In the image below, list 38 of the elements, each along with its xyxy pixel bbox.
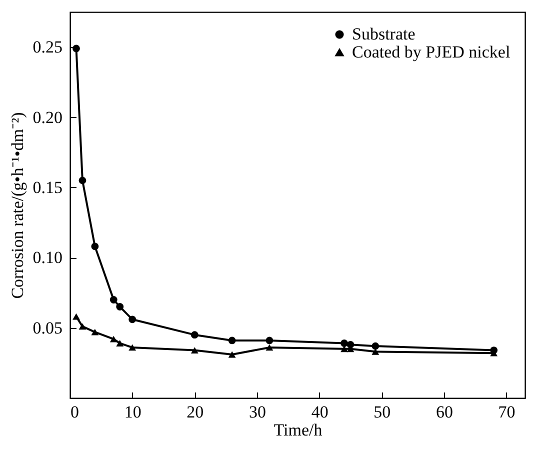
legend-label: Coated by PJED nickel bbox=[352, 42, 510, 62]
y-tick-label: 0.25 bbox=[32, 38, 62, 57]
point bbox=[91, 328, 99, 336]
point bbox=[340, 346, 348, 352]
point bbox=[128, 344, 136, 351]
y-axis-title: Corrosion rate/(g•h⁻¹•dm⁻²) bbox=[8, 112, 27, 299]
point bbox=[266, 344, 274, 351]
point bbox=[228, 336, 236, 344]
point bbox=[228, 351, 236, 358]
point bbox=[190, 331, 198, 339]
point bbox=[72, 313, 80, 320]
point bbox=[110, 336, 118, 342]
x-tick-label: 20 bbox=[186, 402, 204, 422]
point bbox=[116, 303, 124, 310]
point bbox=[190, 347, 198, 354]
x-tick-label: 60 bbox=[436, 402, 453, 422]
point bbox=[72, 44, 80, 52]
x-tick-label: 50 bbox=[374, 402, 391, 422]
x-tick-label: 0 bbox=[70, 402, 79, 422]
x-tick-label: 30 bbox=[248, 402, 266, 422]
y-tick-label: 0.20 bbox=[32, 108, 62, 127]
point bbox=[110, 296, 118, 304]
x-tick-label: 40 bbox=[311, 402, 328, 422]
point bbox=[78, 323, 86, 330]
x-axis-title: Time/h bbox=[274, 420, 323, 440]
legend-label: Substrate bbox=[352, 24, 416, 44]
y-tick-label: 0.05 bbox=[32, 318, 62, 338]
y-tick-label: 0.15 bbox=[32, 178, 62, 197]
x-tick-label: 10 bbox=[124, 402, 142, 422]
point bbox=[78, 176, 86, 184]
point bbox=[91, 242, 99, 250]
x-tick-label: 70 bbox=[498, 402, 516, 422]
point bbox=[128, 316, 136, 324]
point bbox=[266, 336, 274, 344]
point bbox=[340, 340, 348, 347]
y-tick-label: 0.10 bbox=[32, 248, 62, 268]
point bbox=[116, 340, 124, 346]
point bbox=[372, 342, 380, 350]
